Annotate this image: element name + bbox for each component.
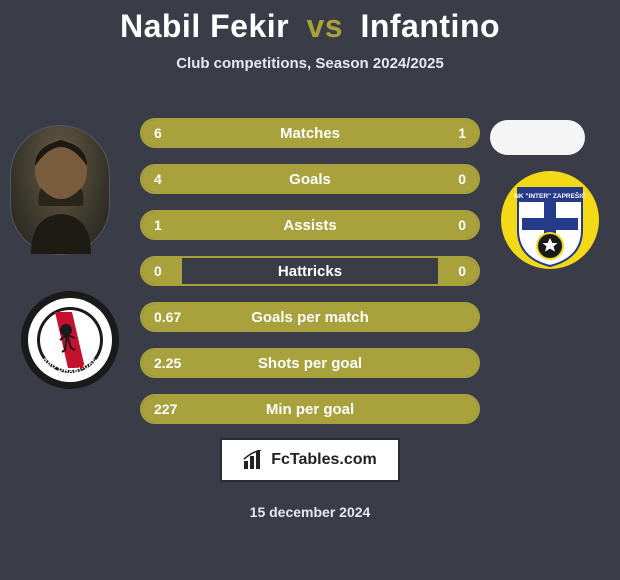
stat-row-shots-per-goal: 2.25 Shots per goal: [140, 348, 480, 378]
stat-row-assists: 1 Assists 0: [140, 210, 480, 240]
svg-text:NK "INTER" ZAPREŠIĆ: NK "INTER" ZAPREŠIĆ: [514, 191, 586, 200]
vs-separator: vs: [306, 8, 343, 44]
fctables-badge[interactable]: FcTables.com: [220, 438, 400, 482]
stats-container: 6 Matches 1 4 Goals 0 1 Assists 0 0 Hatt…: [140, 118, 480, 440]
player2-photo: [490, 120, 585, 155]
stat-row-min-per-goal: 227 Min per goal: [140, 394, 480, 424]
player2-club-badge: NK "INTER" ZAPREŠIĆ: [500, 170, 600, 270]
fctables-text: FcTables.com: [271, 451, 377, 469]
subtitle: Club competitions, Season 2024/2025: [0, 55, 620, 72]
stat-row-hattricks: 0 Hattricks 0: [140, 256, 480, 286]
stat-value-right: 0: [458, 217, 466, 233]
stat-value-right: 1: [458, 125, 466, 141]
stat-label: Matches: [142, 125, 478, 142]
bars-icon: [243, 450, 265, 470]
stat-value-right: 0: [458, 263, 466, 279]
stat-label: Min per goal: [142, 401, 478, 418]
stat-value-right: 0: [458, 171, 466, 187]
comparison-title: Nabil Fekir vs Infantino: [0, 0, 620, 45]
stat-label: Shots per goal: [142, 355, 478, 372]
player1-club-badge: AL JAZIRA CLUB ABU DHABI-UAE: [20, 290, 120, 390]
stat-row-goals-per-match: 0.67 Goals per match: [140, 302, 480, 332]
stat-label: Hattricks: [142, 263, 478, 280]
date-text: 15 december 2024: [0, 504, 620, 520]
stat-row-goals: 4 Goals 0: [140, 164, 480, 194]
stat-label: Goals: [142, 171, 478, 188]
stat-label: Assists: [142, 217, 478, 234]
player1-name: Nabil Fekir: [120, 8, 289, 44]
stat-label: Goals per match: [142, 309, 478, 326]
player2-name: Infantino: [360, 8, 500, 44]
player1-photo: [10, 125, 110, 255]
stat-row-matches: 6 Matches 1: [140, 118, 480, 148]
